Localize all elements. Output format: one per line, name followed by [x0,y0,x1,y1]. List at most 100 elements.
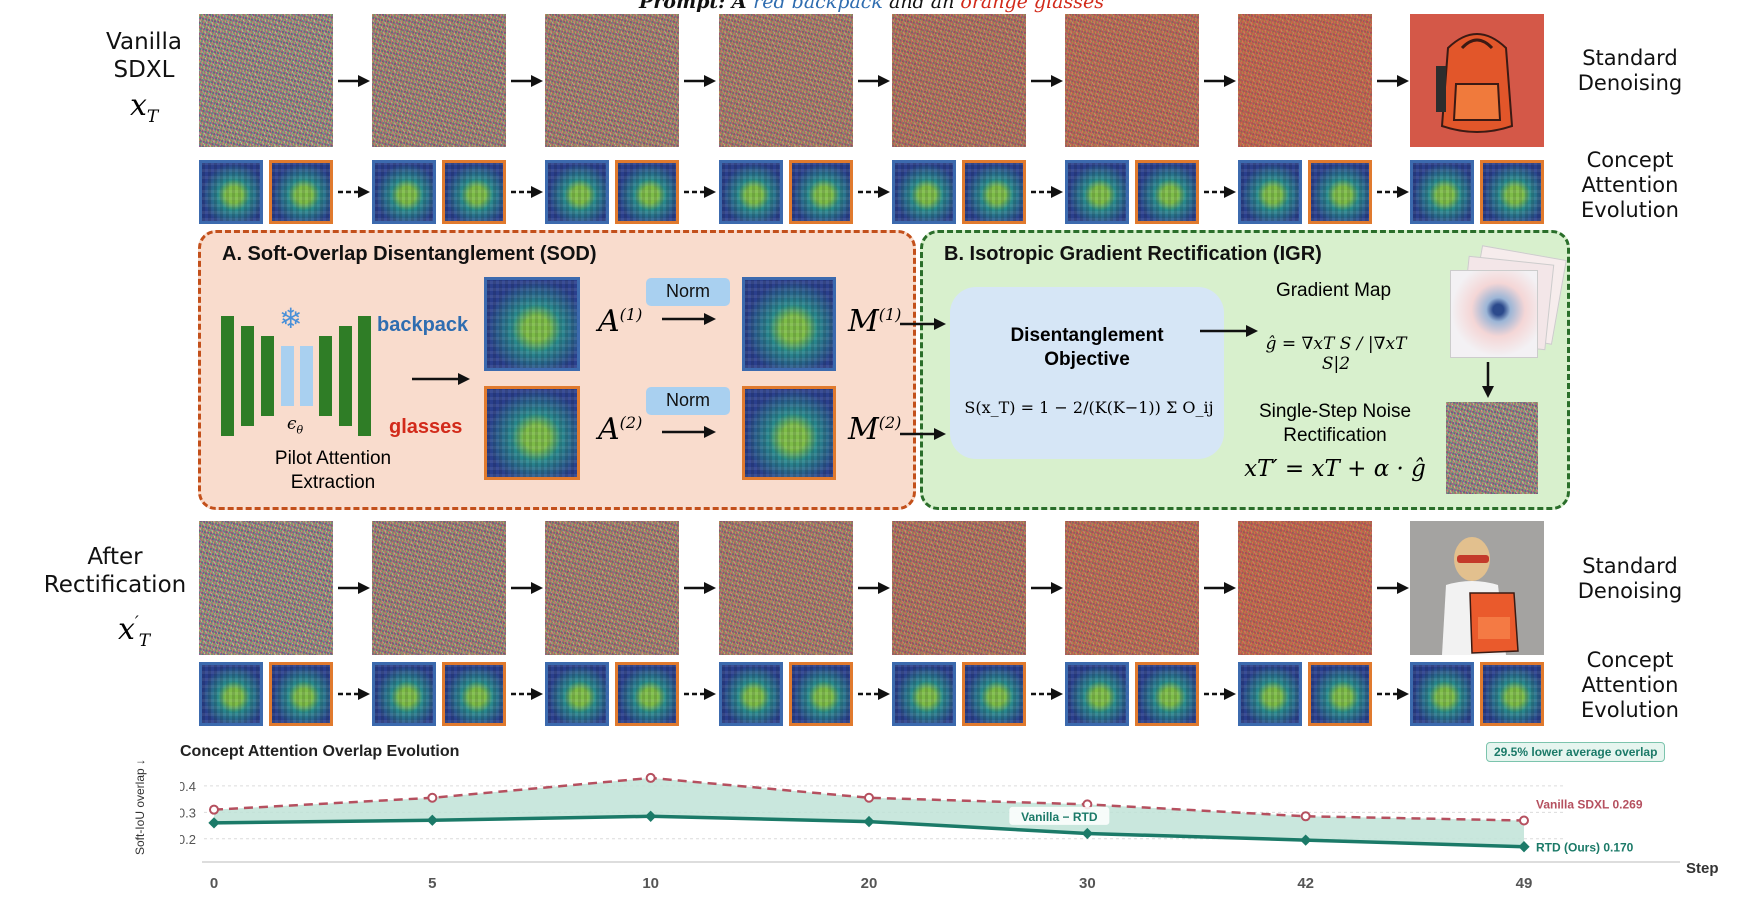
glasses-concept-label: glasses [389,416,463,438]
step-arrow [684,74,716,87]
noise-tint [1238,14,1372,147]
glasses-attention-map [962,160,1026,224]
x-axis-label: Step [1686,860,1719,877]
unet-bar [241,326,254,426]
rtd-point [1518,841,1530,853]
dashed-step-arrow [1204,186,1236,198]
series-end-label-rtd: RTD (Ours) 0.170 [1536,841,1634,855]
glasses-attention-map [1480,662,1544,726]
norm-arrow-2 [662,426,716,438]
rtd-point [645,810,657,822]
glasses-attention-map [269,160,333,224]
x-tick-label: 20 [861,875,878,892]
difference-band [214,777,1524,847]
sod-title: A. Soft-Overlap Disentanglement (SOD) [222,243,597,265]
glasses-attention-map [1308,160,1372,224]
x-tick-label: 10 [642,875,659,892]
dashed-step-arrow [684,688,716,700]
dashed-step-arrow [338,186,370,198]
a2-symbol: A(2) [598,412,643,447]
glasses-attention-map [442,160,506,224]
rectification-formula: xT′ = xT + α · ĝ [1244,456,1426,482]
vanilla-noise-image [1065,14,1199,147]
igr-title: B. Isotropic Gradient Rectification (IGR… [944,243,1322,265]
noise-tint [199,14,333,147]
backpack-attention-map [199,662,263,726]
y-tick-label: 0.3 [180,805,196,820]
step-arrow [684,582,716,594]
backpack-illustration [1410,14,1544,147]
step-arrow [1204,582,1236,594]
xt-symbol: xT [130,88,159,127]
dashed-step-arrow [1377,688,1409,700]
noise-tint [545,14,679,147]
vanilla-noise-image [1238,14,1372,147]
rectified-noise-image [1446,402,1538,494]
backpack-attention-map [1410,662,1474,726]
rectification-label: Single-Step Noise Rectification [1258,401,1412,446]
objective-formula: S(x_T) = 1 − 2/(K(K−1)) Σ O_ij [964,398,1214,417]
dashed-step-arrow [1031,688,1063,700]
series-end-label-vanilla: Vanilla SDXL 0.269 [1536,798,1643,812]
xt-prime-symbol: x′T [118,612,151,651]
a1-symbol: A(1) [598,304,643,339]
glasses-attention-map [789,160,853,224]
glasses-attention-map [789,662,853,726]
vanilla-noise-image [892,14,1026,147]
concept-attention-label-bottom: Concept Attention Evolution [1581,648,1679,722]
backpack-attention-map [545,160,609,224]
gradient-down-arrow [1482,362,1494,398]
concept-attention-label-top: Concept Attention Evolution [1581,148,1679,222]
x-tick-label: 0 [210,875,218,892]
rectified-noise-image [1238,521,1372,655]
step-arrow [858,74,890,87]
unet-bar [300,346,313,406]
dashed-step-arrow [1204,688,1236,700]
backpack-attention-map [719,160,783,224]
rectified-noise-image [372,521,506,655]
objective-title: Disentanglement Objective [1010,325,1164,370]
rtd-point [426,814,438,826]
dashed-step-arrow [338,688,370,700]
glasses-attention-map [1308,662,1372,726]
vanilla-noise-image [372,14,506,147]
pilot-attention-caption: Pilot Attention Extraction [274,448,392,493]
noise-tint [892,521,1026,655]
noise-tint [372,14,506,147]
overlap-badge: 29.5% lower average overlap [1486,742,1666,762]
vanilla-noise-image [545,14,679,147]
vanilla-noise-image [719,14,853,147]
prompt-text: Prompt: A red backpack and an orange gla… [639,0,1104,13]
backpack-attention-map [372,160,436,224]
glasses-attention-map [1135,160,1199,224]
step-arrow [1031,582,1063,594]
glasses-attention-map [1480,160,1544,224]
vanilla-point [427,792,438,803]
vanilla-point [864,792,874,803]
unet-bar [281,346,294,406]
step-arrow [338,74,370,87]
norm-label-1: Norm [646,278,730,306]
rectified-noise-image [892,521,1026,655]
x-tick-label: 49 [1516,875,1533,892]
rectified-noise-image [719,521,853,655]
unet-output-arrow [412,373,470,385]
normalized-map-m2 [742,386,836,480]
noise-tint [719,521,853,655]
step-arrow [1377,74,1409,87]
norm-arrow-1 [662,313,716,325]
backpack-attention-map [892,160,956,224]
vanilla-sdxl-label: Vanilla SDXL [106,29,182,83]
overlap-chart: 0.2 0.3 0.4 0 5 10 20 30 42 49 Vanilla SDXL 0.269 R… [180,772,1680,892]
unet-bar [221,316,234,436]
backpack-attention-map [1410,160,1474,224]
dashed-step-arrow [1031,186,1063,198]
after-rectification-label: After Rectification [43,544,187,598]
attention-map-a2 [484,386,580,480]
noise-tint [719,14,853,147]
unet-bar [261,336,274,416]
standard-denoising-label-bottom: Standard Denoising [1577,554,1683,603]
step-arrow [338,582,370,594]
glasses-attention-map [962,662,1026,726]
objective-box [950,287,1224,459]
